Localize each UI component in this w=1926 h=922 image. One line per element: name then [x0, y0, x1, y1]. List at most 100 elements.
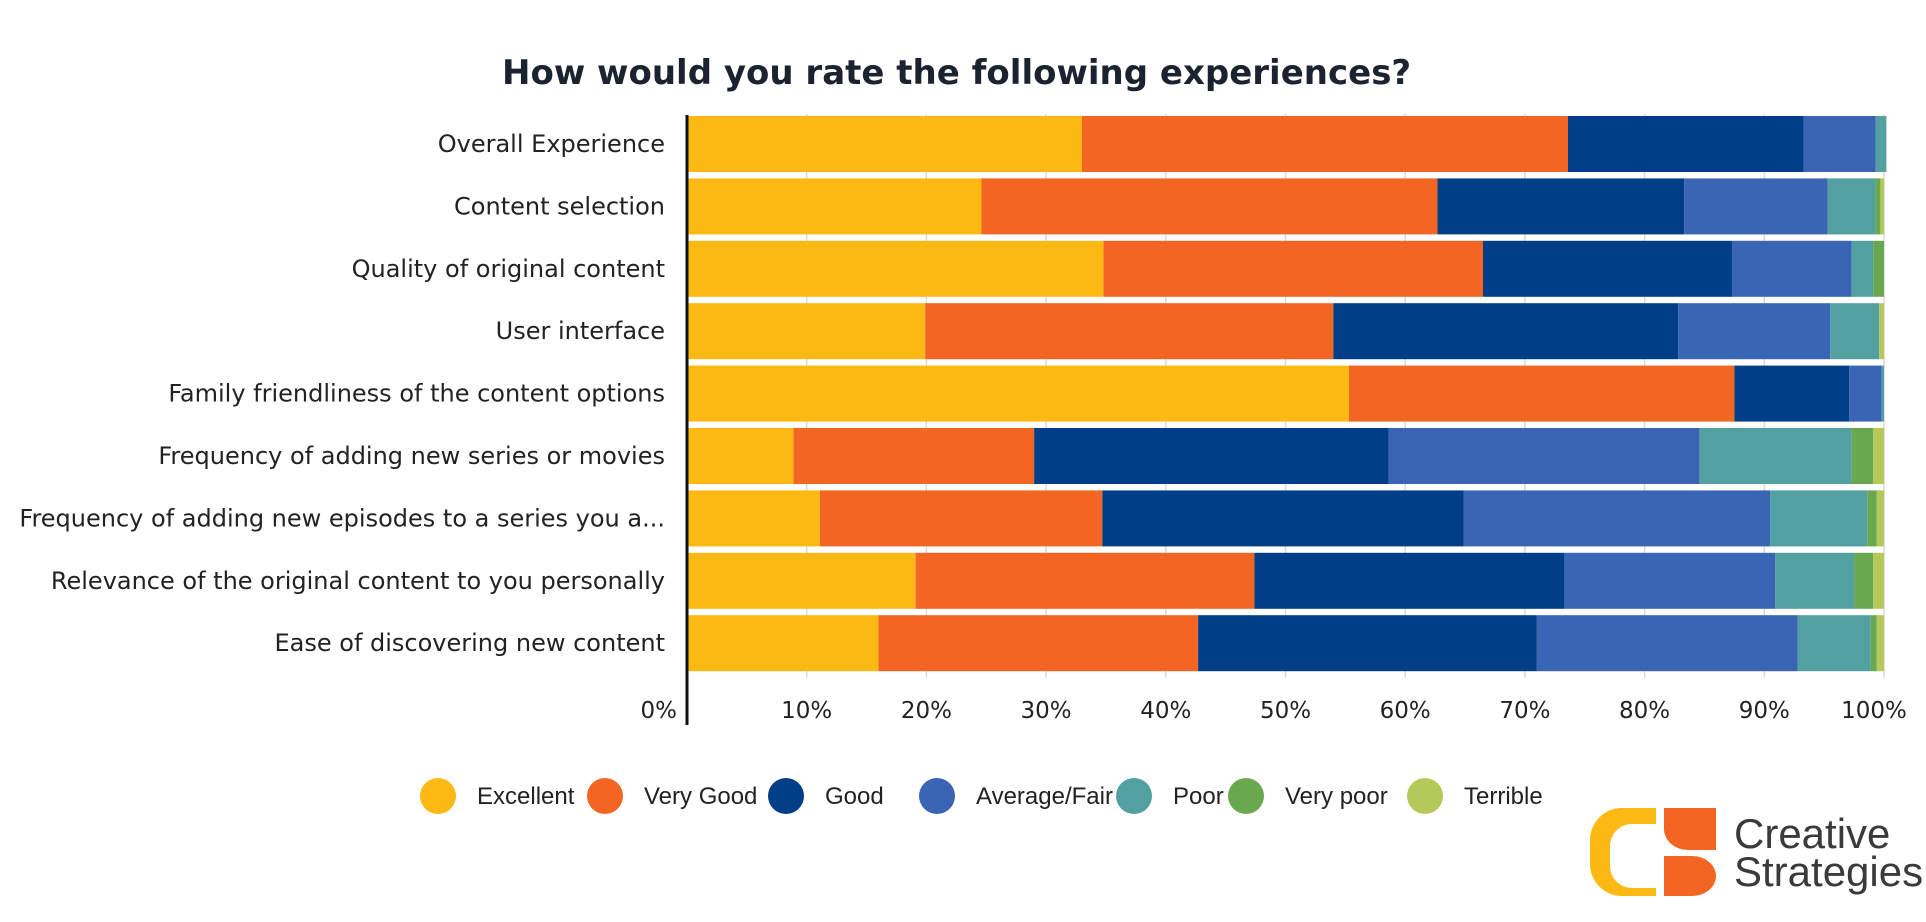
x-tick-label: 80% — [1619, 698, 1670, 724]
category-label: Frequency of adding new series or movies — [158, 442, 665, 470]
x-tick-label: 30% — [1021, 698, 1072, 724]
logo: Creative Strategies — [1590, 808, 1923, 896]
bar-segment — [687, 240, 1104, 297]
bar-segment — [819, 490, 1103, 547]
x-axis-tick-labels: 0% 10% 20% 30% 40% 50% 60% 70% 80% 90% 100% — [641, 698, 1907, 724]
bar-segment — [687, 303, 926, 360]
bar-segment — [1873, 552, 1884, 609]
category-label: Overall Experience — [438, 130, 665, 158]
legend-swatch — [919, 778, 955, 814]
bar-segment — [1854, 552, 1874, 609]
bar-segment — [687, 178, 982, 235]
bar-segment — [1775, 552, 1855, 609]
bar-segment — [1463, 490, 1771, 547]
category-label: User interface — [496, 317, 665, 345]
bar-segment — [1873, 240, 1884, 297]
bar-segment — [687, 552, 916, 609]
bar-segment — [1870, 615, 1877, 672]
bar-segment — [1880, 178, 1884, 235]
category-labels: Overall Experience Content selection Quali… — [19, 130, 665, 657]
bar-segment — [1797, 615, 1871, 672]
legend-swatch — [1407, 778, 1443, 814]
bar-segment — [1034, 428, 1389, 484]
x-tick-label: 100% — [1841, 698, 1907, 724]
bar-segment — [687, 116, 1083, 172]
bar-segment — [1851, 428, 1874, 484]
bar-segment — [1734, 365, 1850, 422]
category-label: Ease of discovering new content — [274, 629, 665, 657]
x-tick-label: 10% — [781, 698, 832, 724]
bar-segment — [1876, 615, 1884, 672]
x-tick-label: 50% — [1260, 698, 1311, 724]
bar-segment — [1881, 365, 1884, 422]
bar-segment — [1388, 428, 1700, 484]
x-tick-label: 90% — [1739, 698, 1790, 724]
bar-segment — [1875, 178, 1881, 235]
bar-segment — [925, 303, 1334, 360]
bar-segment — [915, 552, 1255, 609]
bar-segment — [687, 428, 794, 484]
bar-segment — [1678, 303, 1831, 360]
bar-segment — [1348, 365, 1735, 422]
bar-segment — [1333, 303, 1679, 360]
legend: Excellent Very Good Good Average/Fair Poor Ve… — [420, 778, 1543, 814]
bar-segment — [1082, 116, 1568, 172]
x-tick-label: 70% — [1499, 698, 1550, 724]
bar-segment — [1849, 365, 1882, 422]
category-label: Frequency of adding new episodes to a se… — [19, 504, 665, 532]
legend-swatch — [1228, 778, 1264, 814]
category-label: Quality of original content — [352, 255, 665, 283]
bar-segment — [1483, 240, 1732, 297]
bar-segment — [1876, 490, 1884, 547]
bar-segment — [1879, 303, 1884, 360]
x-tick-label: 0% — [641, 698, 678, 724]
bar-segment — [793, 428, 1035, 484]
bar-segment — [1536, 615, 1798, 672]
legend-label: Very Good — [644, 783, 757, 810]
legend-label: Poor — [1173, 783, 1224, 810]
bar-segment — [1770, 490, 1868, 547]
bar-segment — [1102, 490, 1464, 547]
bar-segment — [1564, 552, 1776, 609]
bar-segment — [1827, 178, 1876, 235]
legend-swatch — [1116, 778, 1152, 814]
bar-segment — [1437, 178, 1685, 235]
legend-label: Excellent — [477, 783, 575, 810]
legend-label: Average/Fair — [976, 783, 1113, 810]
bar-segment — [1198, 615, 1537, 672]
bar-segment — [1875, 116, 1887, 172]
x-tick-label: 40% — [1140, 698, 1191, 724]
legend-swatch — [587, 778, 623, 814]
bar-segment — [687, 615, 879, 672]
chart-title: How would you rate the following experie… — [502, 53, 1411, 93]
legend-label: Very poor — [1285, 783, 1388, 810]
legend-label: Terrible — [1464, 783, 1543, 810]
logo-text-line1: Creative — [1734, 810, 1890, 857]
legend-label: Good — [825, 783, 884, 810]
category-label: Family friendliness of the content optio… — [168, 380, 665, 408]
bar-segment — [1803, 116, 1876, 172]
legend-swatch — [768, 778, 804, 814]
logo-text-line2: Strategies — [1734, 848, 1923, 895]
bar-segment — [687, 490, 820, 547]
bar-segment — [1699, 428, 1852, 484]
bar-segment — [687, 365, 1349, 422]
category-label: Content selection — [454, 192, 665, 220]
bar-segment — [1830, 303, 1880, 360]
logo-mark — [1590, 808, 1716, 896]
bar-segment — [1731, 240, 1852, 297]
bars — [687, 116, 1887, 672]
x-tick-label: 60% — [1380, 698, 1431, 724]
bar-segment — [1103, 240, 1484, 297]
bar-segment — [981, 178, 1438, 235]
bar-segment — [1851, 240, 1874, 297]
bar-segment — [878, 615, 1199, 672]
bar-segment — [1254, 552, 1565, 609]
category-label: Relevance of the original content to you… — [51, 567, 665, 595]
bar-segment — [1867, 490, 1877, 547]
bar-segment — [1684, 178, 1828, 235]
bar-segment — [1567, 116, 1804, 172]
bar-segment — [1873, 428, 1884, 484]
legend-swatch — [420, 778, 456, 814]
